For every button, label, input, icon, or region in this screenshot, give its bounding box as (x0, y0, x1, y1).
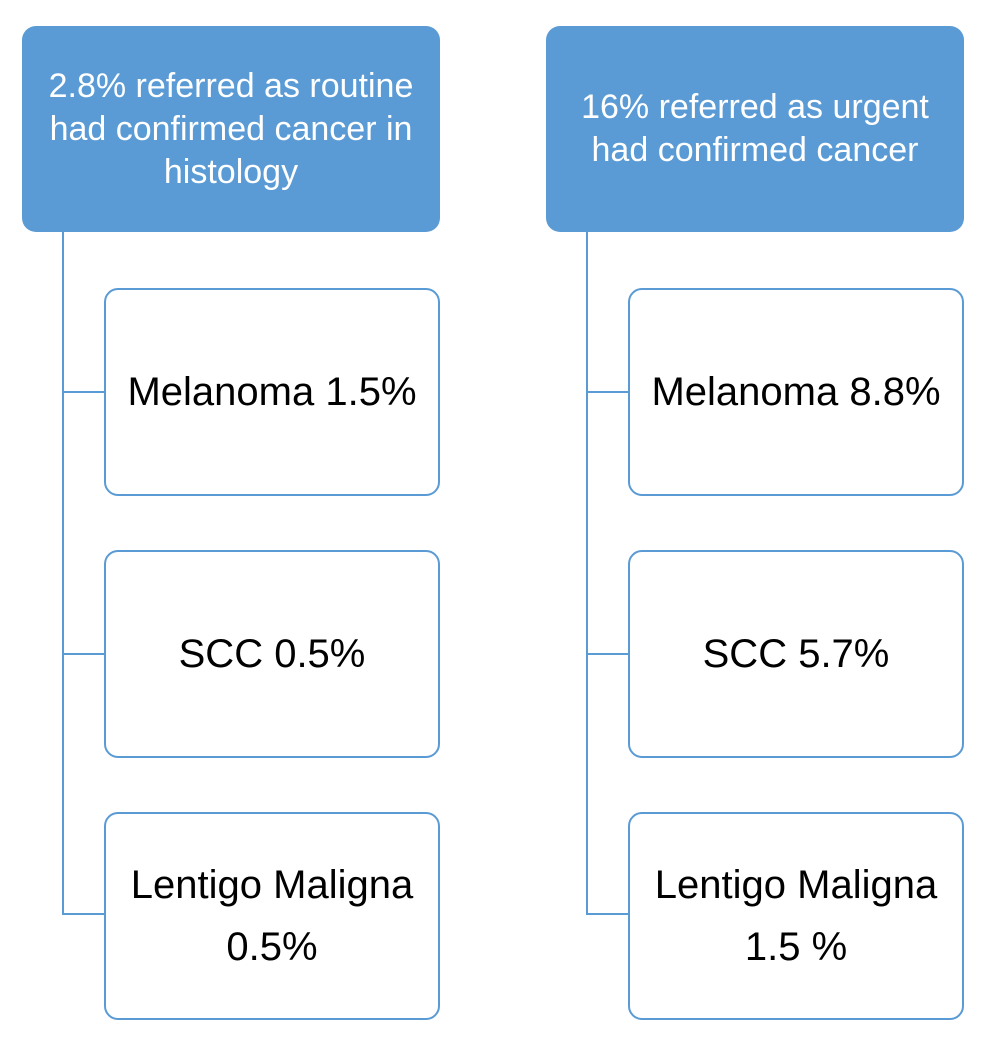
routine-melanoma-box: Melanoma 1.5% (104, 288, 440, 496)
urgent-connector-line (586, 232, 588, 914)
urgent-referral-column: 16% referred as urgent had confirmed can… (524, 0, 984, 1049)
urgent-melanoma-box: Melanoma 8.8% (628, 288, 964, 496)
routine-referral-header-text: 2.8% referred as routine had confirmed c… (48, 66, 414, 191)
routine-lentigo-maligna-box: Lentigo Maligna 0.5% (104, 812, 440, 1020)
routine-connector-branch (62, 391, 106, 393)
routine-connector-branch (62, 653, 106, 655)
routine-lentigo-maligna-label: Lentigo Maligna 0.5% (130, 863, 414, 969)
routine-scc-box: SCC 0.5% (104, 550, 440, 758)
routine-scc-label: SCC 0.5% (178, 632, 366, 676)
routine-referral-header: 2.8% referred as routine had confirmed c… (22, 26, 440, 232)
urgent-referral-header-text: 16% referred as urgent had confirmed can… (581, 88, 929, 169)
urgent-connector-branch (586, 391, 630, 393)
routine-melanoma-label: Melanoma 1.5% (127, 370, 417, 414)
urgent-lentigo-maligna-label: Lentigo Maligna 1.5 % (654, 863, 938, 969)
urgent-connector-branch (586, 913, 630, 915)
routine-connector-line (62, 232, 64, 914)
routine-referral-column: 2.8% referred as routine had confirmed c… (0, 0, 460, 1049)
routine-connector-branch (62, 913, 106, 915)
urgent-melanoma-label: Melanoma 8.8% (651, 370, 941, 414)
urgent-connector-branch (586, 653, 630, 655)
urgent-scc-box: SCC 5.7% (628, 550, 964, 758)
urgent-scc-label: SCC 5.7% (702, 632, 890, 676)
urgent-referral-header: 16% referred as urgent had confirmed can… (546, 26, 964, 232)
urgent-lentigo-maligna-box: Lentigo Maligna 1.5 % (628, 812, 964, 1020)
